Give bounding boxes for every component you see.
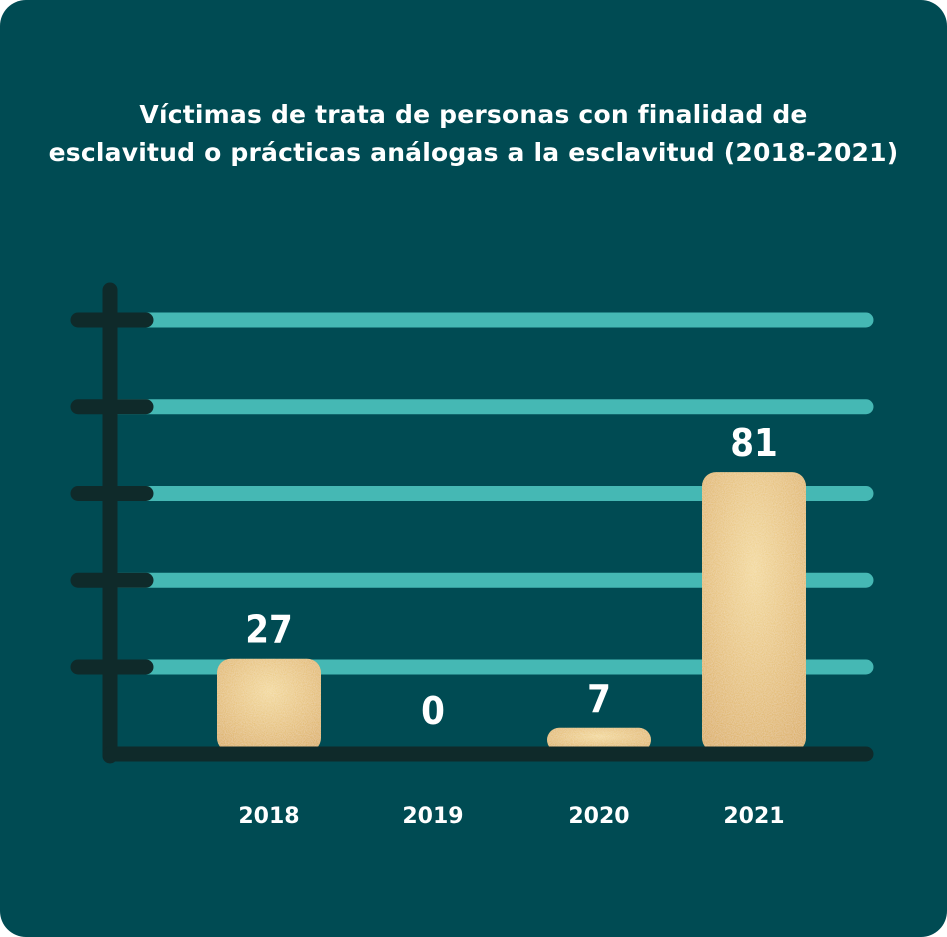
bars: [217, 472, 806, 752]
bar-2021: [702, 472, 806, 752]
x-tick-labels: 2018 2019 2020 2021: [238, 804, 784, 829]
value-label-2018: 27: [245, 608, 293, 652]
chart-title-line-1: Víctimas de trata de personas con finali…: [139, 100, 808, 129]
bar-2018: [217, 658, 321, 752]
x-tick-2018: 2018: [238, 804, 299, 829]
value-label-2020: 7: [587, 677, 611, 721]
axes: [70, 282, 874, 764]
chart-title-line-2: esclavitud o prácticas análogas a la esc…: [48, 138, 899, 167]
x-tick-2020: 2020: [568, 804, 629, 829]
value-label-2019: 0: [421, 689, 445, 733]
bar-2020: [547, 727, 651, 752]
x-tick-2021: 2021: [723, 804, 784, 829]
value-labels: 27 0 7 81: [245, 421, 778, 733]
chart-title: Víctimas de trata de personas con finali…: [0, 96, 947, 172]
x-tick-2019: 2019: [402, 804, 463, 829]
value-label-2021: 81: [730, 421, 778, 465]
